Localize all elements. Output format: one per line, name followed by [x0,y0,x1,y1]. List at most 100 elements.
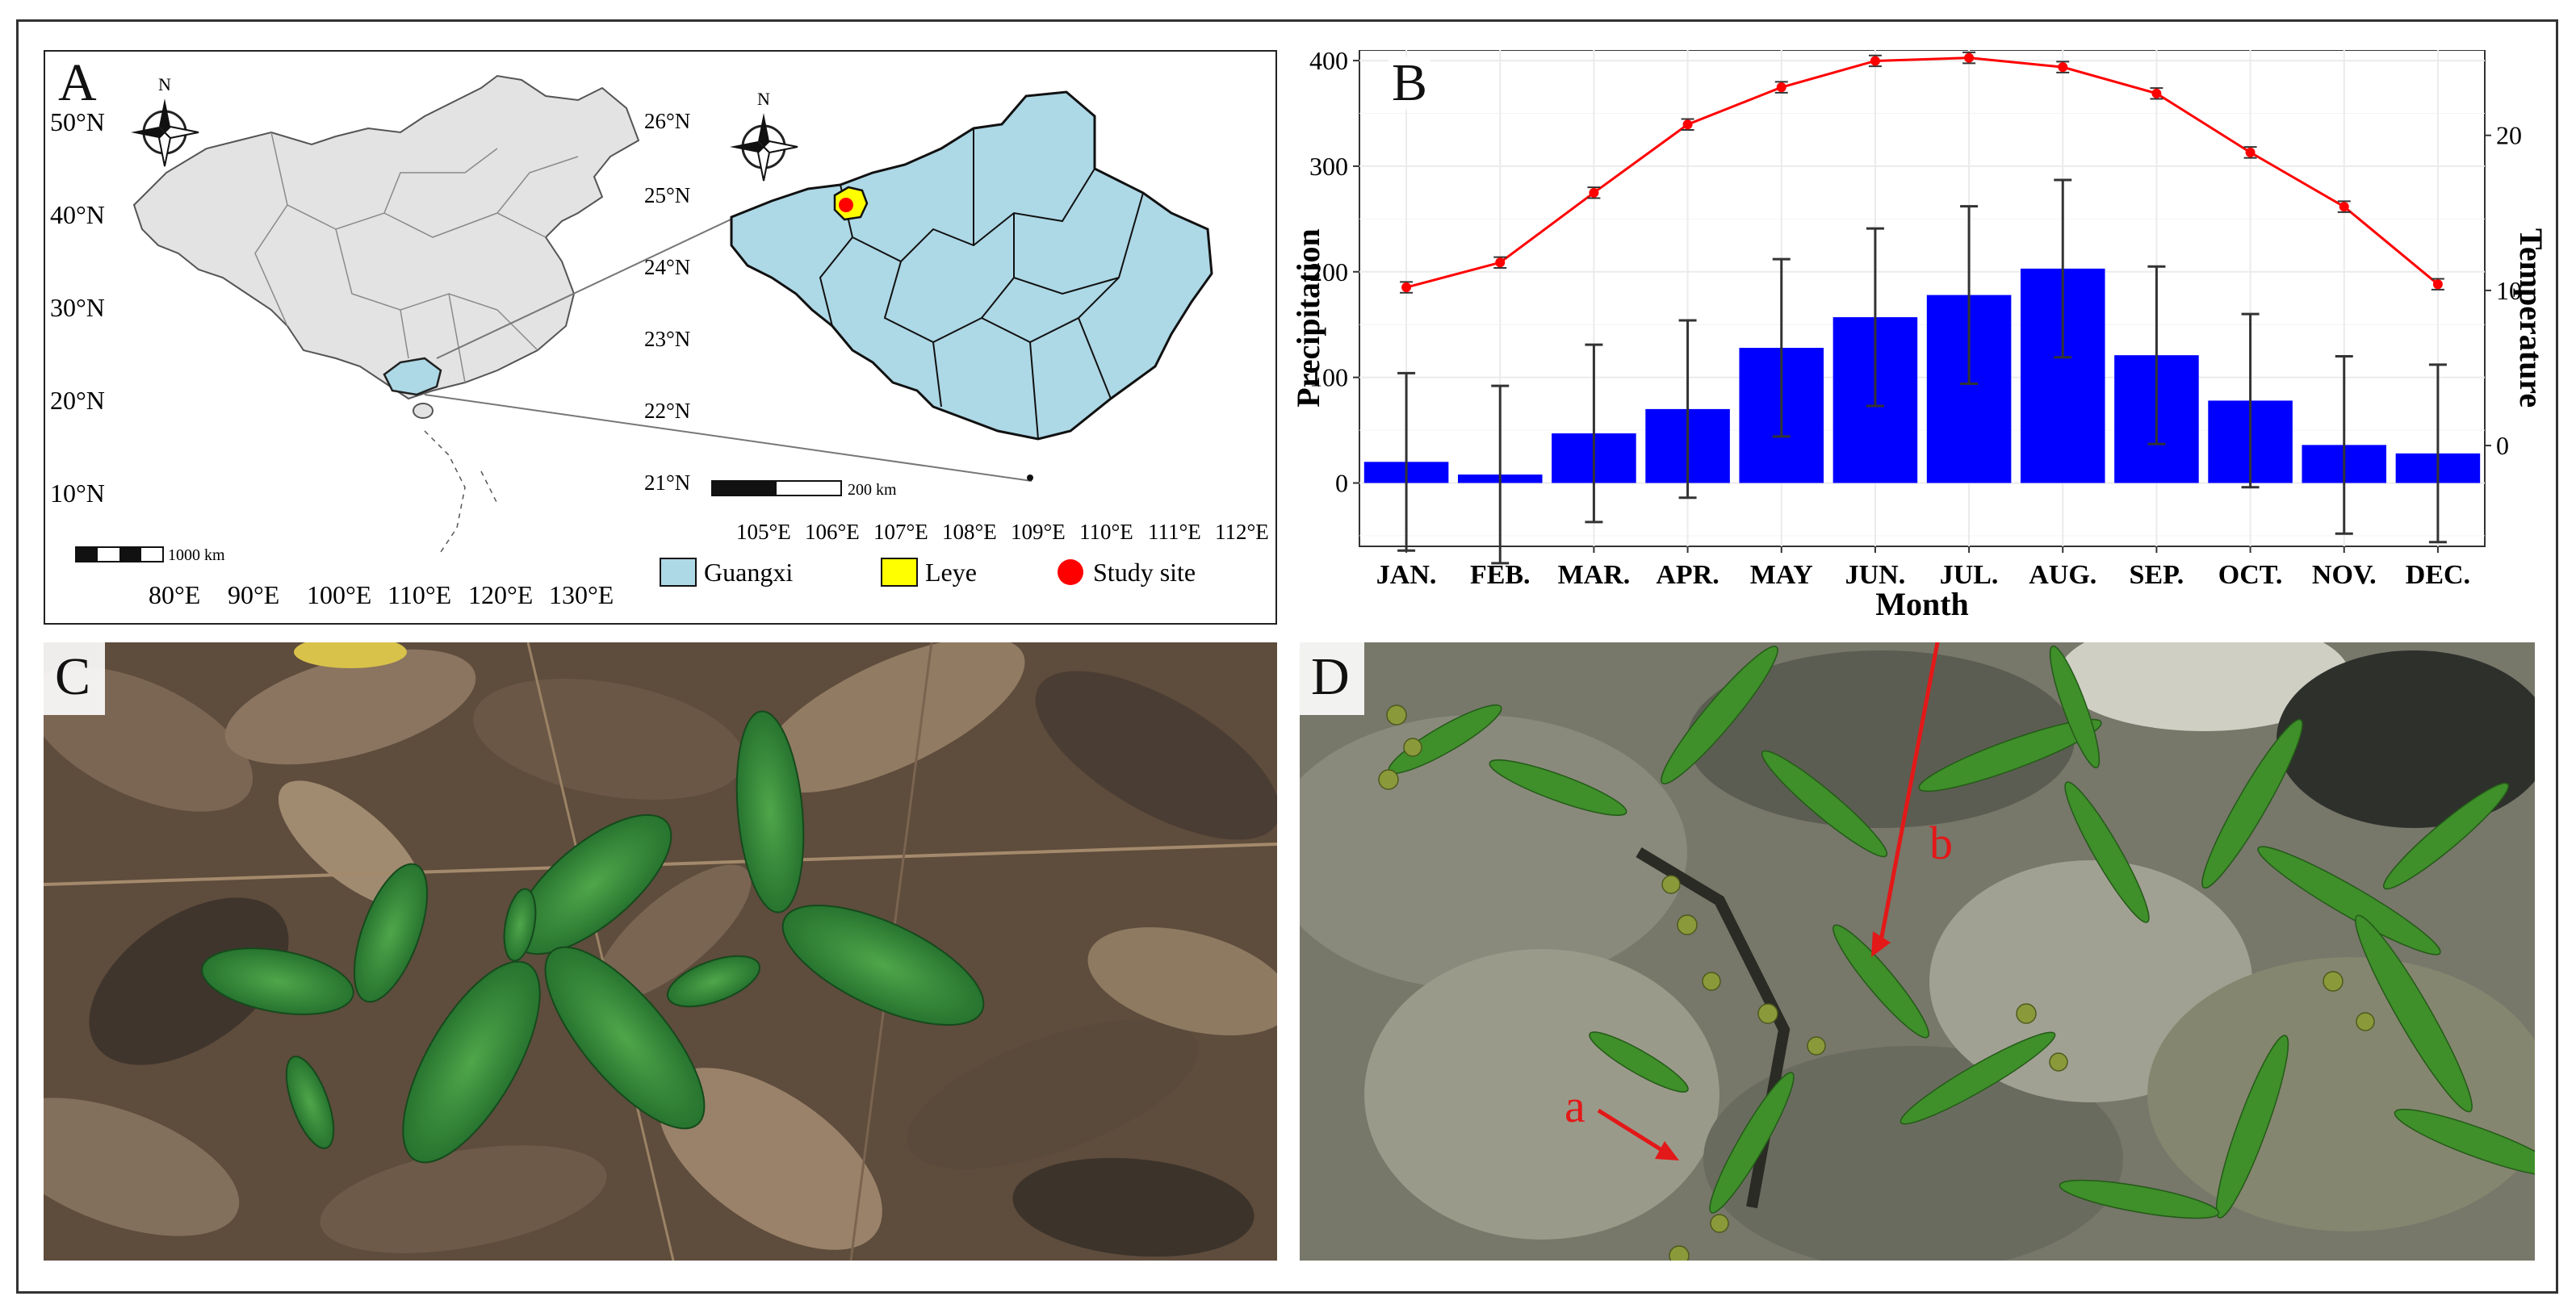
gx-lon-label: 111°E [1148,520,1201,544]
annotation-arrow-a [1597,1108,1679,1160]
guangxi-in-china [383,357,442,396]
rock-surface [1300,642,2535,1261]
china-scale-label: 1000 km [168,546,225,564]
guangxi-county-borders [819,128,1144,440]
temperature-point [2058,62,2068,73]
annotation-label-b: b [1929,817,1953,869]
temperature-point [1870,56,1880,66]
north-label: N [158,74,171,94]
x-tick-label: AUG. [2029,560,2096,590]
china-lat-label: 30°N [50,293,105,322]
panel-c-photo: C [44,642,1277,1261]
temperature-point [2245,147,2256,157]
legend-label-leye: Leye [925,558,977,587]
china-lat-label: 10°N [50,479,105,508]
x-tick-label: MAR. [1558,560,1631,590]
orchid-leaves [1388,645,2535,1219]
compass-icon [730,113,798,182]
orchid-photo: a b [1300,642,2535,1261]
gx-lon-label: 112°E [1215,520,1269,544]
china-lon-label: 100°E [307,580,371,609]
legend-swatch-guangxi [660,558,697,587]
province-borders [254,132,579,383]
gx-lat-label: 22°N [644,399,690,423]
plot-area [1359,50,2486,547]
gx-lat-label: 23°N [644,327,690,351]
temperature-point [2339,202,2349,212]
temperature-point [1964,52,1975,63]
china-scale-bar [75,546,164,562]
panel-label-c: C [44,642,106,715]
gx-lat-label: 24°N [644,255,690,279]
x-tick-label: OCT. [2218,560,2283,590]
y2-tick-label: 20 [2496,121,2522,150]
gx-lat-label: 26°N [644,109,690,133]
x-tick-label: SEP. [2130,560,2184,590]
annotation-label-a: a [1564,1080,1585,1132]
gx-scale-label: 200 km [848,481,897,499]
panel-b-chart: JAN. FEB. MAR. APR. MAY JUN. JUL. AUG. SEP. OCT. N… [1292,50,2551,625]
x-tick-label: NOV. [2312,560,2377,590]
zoom-line-bottom [424,394,1032,482]
temperature-point [1776,82,1786,93]
y-tick-label: 100 [1309,363,1348,392]
china-lat-label: 40°N [50,200,105,229]
plant-leaves [201,710,985,1164]
temperature-line-path [1405,56,2439,289]
china-lon-label: 90°E [228,580,279,609]
axis-ticks: JAN. FEB. MAR. APR. MAY JUN. JUL. AUG. SEP. OCT. N… [1309,50,2522,590]
x-axis-label: Month [1875,586,1969,622]
climate-chart: JAN. FEB. MAR. APR. MAY JUN. JUL. AUG. SEP. OCT. N… [1292,50,2549,622]
gx-small-island [1027,475,1033,481]
china-lat-label: 20°N [50,386,105,415]
china-lon-label: 80°E [149,580,200,609]
temperature-point [1495,257,1506,268]
zoom-line-top [436,212,745,359]
x-tick-label: DEC. [2406,560,2470,590]
panel-label-b: B [1389,56,1431,110]
china-lon-label: 130°E [549,580,614,609]
legend-swatch-site [1058,559,1083,585]
y-tick-label: 400 [1309,50,1348,75]
temperature-point [1682,119,1693,130]
gx-lon-label: 105°E [736,520,791,544]
panel-d-photo: a b D [1300,642,2535,1261]
x-tick-label: FEB. [1470,560,1531,590]
temperature-point [2432,279,2443,290]
panel-a-map: 50°N 40°N 30°N 20°N 10°N 80°E 90°E 100°E… [44,50,1277,625]
y-tick-label: 0 [1335,468,1348,497]
gx-lat-label: 21°N [644,470,690,495]
y-tick-label: 300 [1309,152,1348,181]
gx-lon-label: 107°E [873,520,928,544]
legend-label-site: Study site [1093,558,1196,587]
x-tick-label: MAY [1750,560,1813,590]
y-axis-label: Precipitation [1292,228,1326,407]
x-tick-label: JUL. [1940,560,1999,590]
north-label: N [757,89,770,109]
china-lat-label: 50°N [50,107,105,136]
china-map [132,74,640,400]
y-tick-label: 200 [1309,257,1348,286]
x-tick-label: JUN. [1845,560,1906,590]
x-tick-label: APR. [1656,560,1719,590]
south-sea-islands [424,430,498,553]
panel-label-d: D [1300,642,1364,715]
precip-error-bars [1397,178,2447,565]
hainan-island [413,403,434,419]
map-svg: 50°N 40°N 30°N 20°N 10°N 80°E 90°E 100°E… [50,74,1269,609]
figure-frame [16,19,2558,1294]
compass-icon [131,98,199,167]
temperature-point [2151,88,2162,98]
temperature-line [1400,51,2444,294]
y2-tick-label: 10 [2496,276,2522,305]
gx-lon-label: 109°E [1011,520,1066,544]
gx-scale-bar [711,480,842,496]
leaf-litter [44,642,1277,1261]
china-lon-label: 120°E [468,580,533,609]
gx-lat-label: 25°N [644,183,690,207]
legend-label-guangxi: Guangxi [704,558,793,587]
legend-swatch-leye [881,558,918,587]
temperature-point [1401,282,1412,293]
map-legend: Guangxi Leye Study site [660,558,1196,587]
temperature-point [1589,187,1599,198]
